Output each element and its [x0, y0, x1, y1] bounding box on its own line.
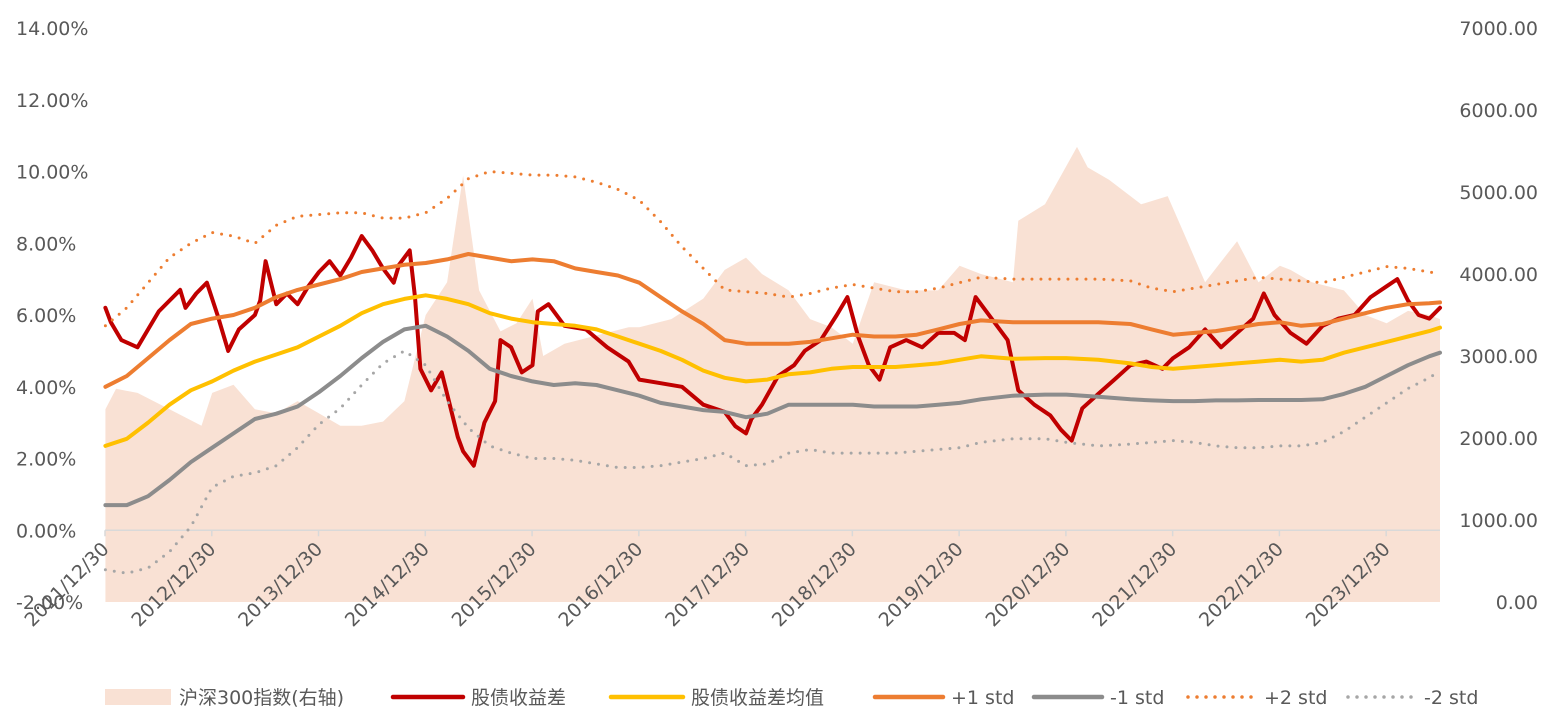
legend-item-plus1-std-line: +1 std: [872, 687, 1014, 709]
y-left-tick-label: 14.00%: [16, 18, 88, 40]
plus1-std-line: [103, 252, 1442, 389]
y-left-tick-labels: -2.00% 0.00% 2.00% 4.00% 6.00% 8.00% 10.00% 12.…: [16, 18, 88, 614]
y-right-tick-label: 0.00: [1496, 592, 1538, 614]
y-right-tick-label: 5000.00: [1459, 182, 1538, 204]
y-right-tick-label: 7000.00: [1459, 18, 1538, 40]
legend-item-spread-line: 股债收益差: [390, 687, 566, 709]
legend-item-minus1-std-line: -1 std: [1031, 687, 1164, 709]
y-left-tick-label: 10.00%: [16, 162, 88, 184]
axis-layer: [104, 529, 1440, 537]
legend: 沪深300指数(右轴) 股债收益差 股债收益差均值 +1 std -1 std +2 st…: [105, 687, 1478, 709]
minus2-std-line: [103, 349, 1442, 575]
legend-item-hs300-area: 沪深300指数(右轴): [105, 687, 344, 709]
y-left-tick-label: 2.00%: [16, 449, 76, 471]
y-left-tick-label: 4.00%: [16, 377, 76, 399]
legend-item-plus2-std-line: +2 std: [1186, 687, 1327, 709]
legend-label: 股债收益差均值: [691, 687, 824, 709]
series-lines-layer: [103, 170, 1442, 575]
spread-mean-line: [103, 293, 1442, 448]
y-left-tick-label: 12.00%: [16, 90, 88, 112]
legend-item-minus2-std-line: -2 std: [1346, 687, 1478, 709]
x-tick-label: 2011/12/30: [21, 538, 114, 631]
y-right-tick-label: 6000.00: [1459, 100, 1538, 122]
y-right-tick-label: 2000.00: [1459, 428, 1538, 450]
hs300-area-layer: [105, 146, 1440, 602]
legend-label: -2 std: [1424, 687, 1478, 709]
legend-swatch: [105, 689, 171, 705]
y-right-tick-label: 3000.00: [1459, 346, 1538, 368]
y-right-tick-label: 1000.00: [1459, 510, 1538, 532]
y-left-tick-label: 8.00%: [16, 233, 76, 255]
hs300-area: [105, 146, 1440, 602]
y-right-tick-labels: 0.00 1000.00 2000.00 3000.00 4000.00 5000.00 6…: [1459, 18, 1538, 614]
legend-label: +1 std: [951, 687, 1014, 709]
legend-label: 股债收益差: [471, 687, 566, 709]
legend-item-spread-mean-line: 股债收益差均值: [608, 687, 824, 709]
y-left-tick-label: -2.00%: [16, 592, 83, 614]
y-right-tick-label: 4000.00: [1459, 264, 1538, 286]
legend-label: +2 std: [1264, 687, 1327, 709]
y-left-tick-label: 0.00%: [16, 520, 76, 542]
legend-label: 沪深300指数(右轴): [179, 687, 344, 709]
minus1-std-line: [103, 323, 1442, 508]
legend-label: -1 std: [1110, 687, 1164, 709]
y-left-tick-label: 6.00%: [16, 305, 76, 327]
plus2-std-line: [103, 170, 1442, 328]
